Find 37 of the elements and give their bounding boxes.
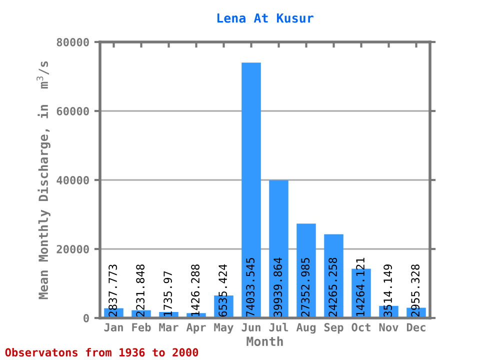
x-tick-label: May — [214, 323, 234, 334]
x-axis-title: Month — [246, 336, 283, 346]
bar — [269, 180, 288, 318]
x-tick-label: Dec — [406, 323, 426, 332]
x-tick-label: Nov — [379, 323, 398, 332]
data-label: 74033.545 — [246, 258, 255, 317]
bar — [242, 62, 261, 318]
x-tick-label: Oct — [352, 323, 370, 332]
data-label: 24265.258 — [328, 258, 338, 316]
bar — [296, 224, 316, 318]
bar — [324, 234, 344, 318]
x-tick-label: Jan — [104, 323, 123, 332]
data-label: 2955.328 — [411, 264, 420, 316]
y-tick-label: 0 — [84, 314, 89, 322]
y-tick-label: 40000 — [56, 176, 89, 184]
data-label: 39939.864 — [274, 258, 282, 317]
x-tick-label: Sep — [324, 323, 344, 334]
data-label: 1735.97 — [164, 271, 172, 316]
x-tick-label: Feb — [132, 322, 151, 332]
data-label: 27352.985 — [301, 258, 310, 316]
y-tick-label: 60000 — [56, 106, 89, 116]
text: Observatons from 1936 to 2000 — [5, 348, 198, 357]
data-label: 3514.149 — [384, 264, 392, 317]
data-label: 2837.773 — [108, 264, 118, 316]
y-axis-title: Mean Monthly Discharge, in m$^{3}$/s — [36, 61, 50, 300]
data-label: 2231.848 — [136, 264, 145, 316]
x-tick-label: Jul — [269, 322, 288, 332]
x-tick-label: Apr — [186, 323, 206, 334]
x-tick-label: Aug — [296, 323, 316, 334]
x-tick-label: Mar — [159, 323, 178, 332]
data-label: 6535.424 — [218, 264, 228, 317]
data-label: 14264.121 — [356, 258, 365, 316]
chart-title: Lena At Kusur — [217, 13, 314, 23]
y-tick-label: 80000 — [56, 38, 89, 46]
y-tick-label: 20000 — [56, 244, 89, 254]
x-tick-label: Jun — [242, 323, 260, 332]
data-label: 1426.288 — [191, 264, 200, 316]
